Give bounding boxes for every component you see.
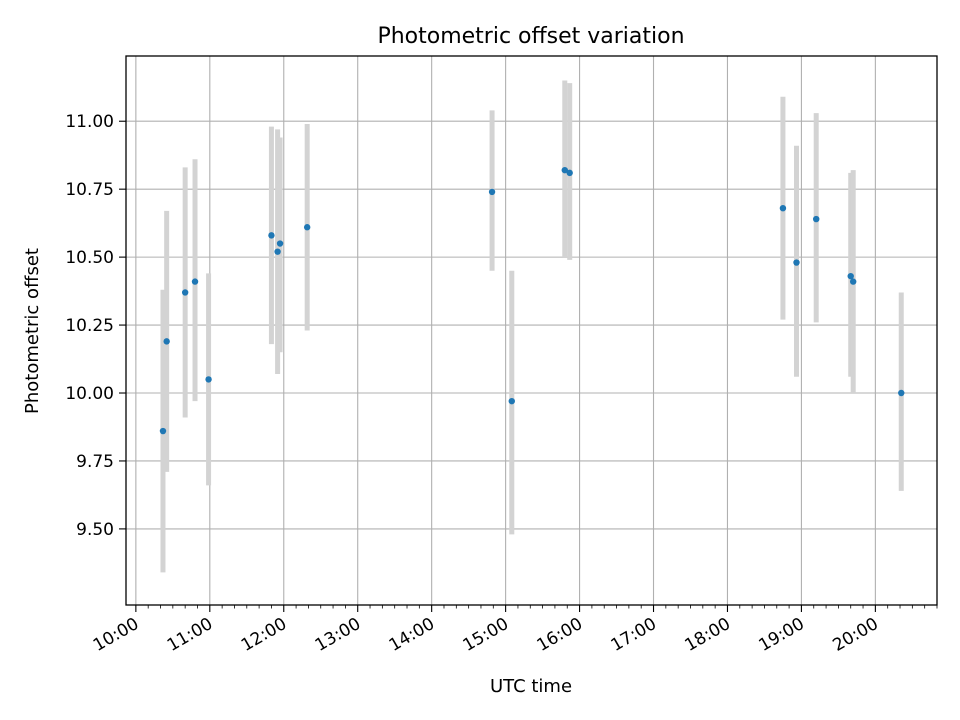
- data-point: [566, 169, 573, 177]
- data-point: [181, 289, 189, 296]
- data-point: [205, 376, 212, 383]
- y-tick-label: 10.25: [65, 316, 114, 336]
- data-point: [191, 278, 199, 285]
- x-tick-label: 12:00: [238, 614, 290, 656]
- data-point: [159, 427, 167, 435]
- y-axis-label: Photometric offset: [22, 248, 43, 414]
- data-point: [508, 397, 515, 405]
- y-tick-label: 9.50: [76, 520, 114, 540]
- data-point: [813, 215, 820, 223]
- y-tick-label: 10.00: [65, 384, 114, 404]
- x-axis-label: UTC time: [490, 676, 572, 697]
- data-point: [488, 188, 496, 196]
- x-tick-label: 20:00: [829, 614, 881, 656]
- data-point: [274, 248, 281, 255]
- x-tick-label: 10:00: [90, 614, 142, 656]
- data-points: [159, 166, 905, 435]
- data-point: [163, 338, 170, 345]
- data-point: [303, 224, 311, 231]
- data-point: [779, 204, 787, 212]
- y-axis-ticks: 9.50 9.75 10.00 10.25 10.50 10.75 11.00: [65, 112, 126, 540]
- x-tick-label: 18:00: [682, 614, 734, 656]
- x-tick-label: 16:00: [534, 614, 586, 656]
- y-tick-label: 11.00: [65, 112, 114, 132]
- x-tick-label: 13:00: [312, 614, 364, 656]
- data-point: [898, 389, 905, 397]
- y-tick-label: 10.75: [65, 180, 114, 200]
- data-point: [276, 240, 284, 247]
- plot-frame: [125, 55, 938, 606]
- data-point: [793, 259, 800, 266]
- x-axis-ticks: 10:00 11:00 12:00 13:00 14:00 15:00 16:00 17:00…: [90, 605, 938, 656]
- x-tick-label: 17:00: [608, 614, 660, 656]
- x-tick-label: 14:00: [386, 614, 438, 656]
- error-bars: [160, 80, 904, 573]
- data-point: [561, 166, 568, 174]
- grid: [126, 56, 937, 605]
- x-tick-label: 15:00: [460, 614, 512, 656]
- data-point: [849, 278, 857, 285]
- x-tick-label: 11:00: [164, 614, 216, 656]
- data-point: [268, 232, 275, 239]
- data-point: [847, 272, 854, 280]
- x-tick-label: 19:00: [755, 614, 807, 656]
- chart-title: Photometric offset variation: [377, 24, 684, 49]
- y-tick-label: 10.50: [65, 248, 114, 268]
- y-tick-label: 9.75: [76, 452, 114, 472]
